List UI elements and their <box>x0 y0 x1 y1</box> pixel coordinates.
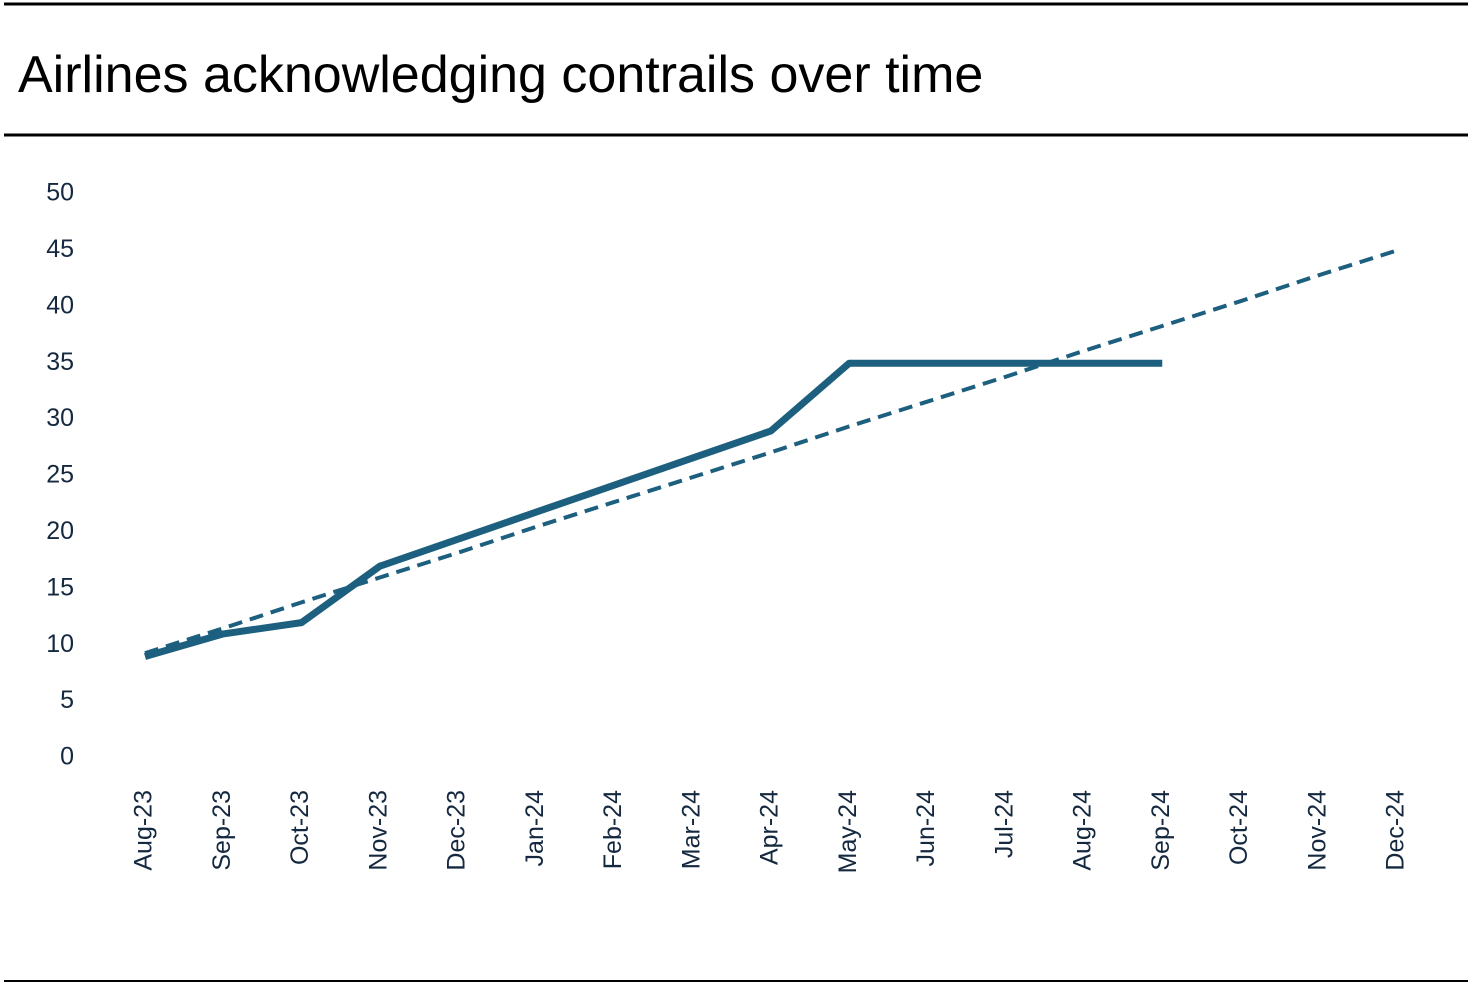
x-tick-label: Aug-23 <box>130 790 158 871</box>
y-tick-label: 40 <box>46 291 74 319</box>
y-tick-label: 45 <box>46 235 74 263</box>
y-tick-label: 0 <box>60 743 74 771</box>
x-tick-label: Jun-24 <box>912 790 940 867</box>
y-tick-label: 15 <box>46 573 74 601</box>
x-tick-label: Nov-24 <box>1303 790 1331 871</box>
x-tick-label: May-24 <box>834 790 862 873</box>
x-tick-label: Nov-23 <box>364 790 392 871</box>
x-tick-label: Mar-24 <box>677 790 705 869</box>
x-tick-label: Dec-24 <box>1382 790 1410 871</box>
x-tick-label: Feb-24 <box>599 790 627 869</box>
x-tick-label: Sep-23 <box>208 790 236 871</box>
y-tick-label: 20 <box>46 517 74 545</box>
y-tick-label: 5 <box>60 686 74 714</box>
x-tick-label: Apr-24 <box>756 790 784 865</box>
trend-line <box>144 248 1398 656</box>
y-tick-label: 30 <box>46 404 74 432</box>
y-tick-label: 25 <box>46 461 74 489</box>
x-tick-label: Oct-24 <box>1225 790 1253 865</box>
y-tick-label: 50 <box>46 179 74 207</box>
chart-title: Airlines acknowledging contrails over ti… <box>18 46 983 104</box>
x-tick-label: Jul-24 <box>990 790 1018 858</box>
x-tick-label: Oct-23 <box>286 790 314 865</box>
y-tick-label: 35 <box>46 348 74 376</box>
y-tick-label: 10 <box>46 630 74 658</box>
data-line <box>144 359 1163 660</box>
x-tick-label: Jan-24 <box>521 790 549 867</box>
x-tick-label: Sep-24 <box>1147 790 1175 871</box>
x-tick-label: Dec-23 <box>443 790 471 871</box>
x-tick-label: Aug-24 <box>1069 790 1097 871</box>
